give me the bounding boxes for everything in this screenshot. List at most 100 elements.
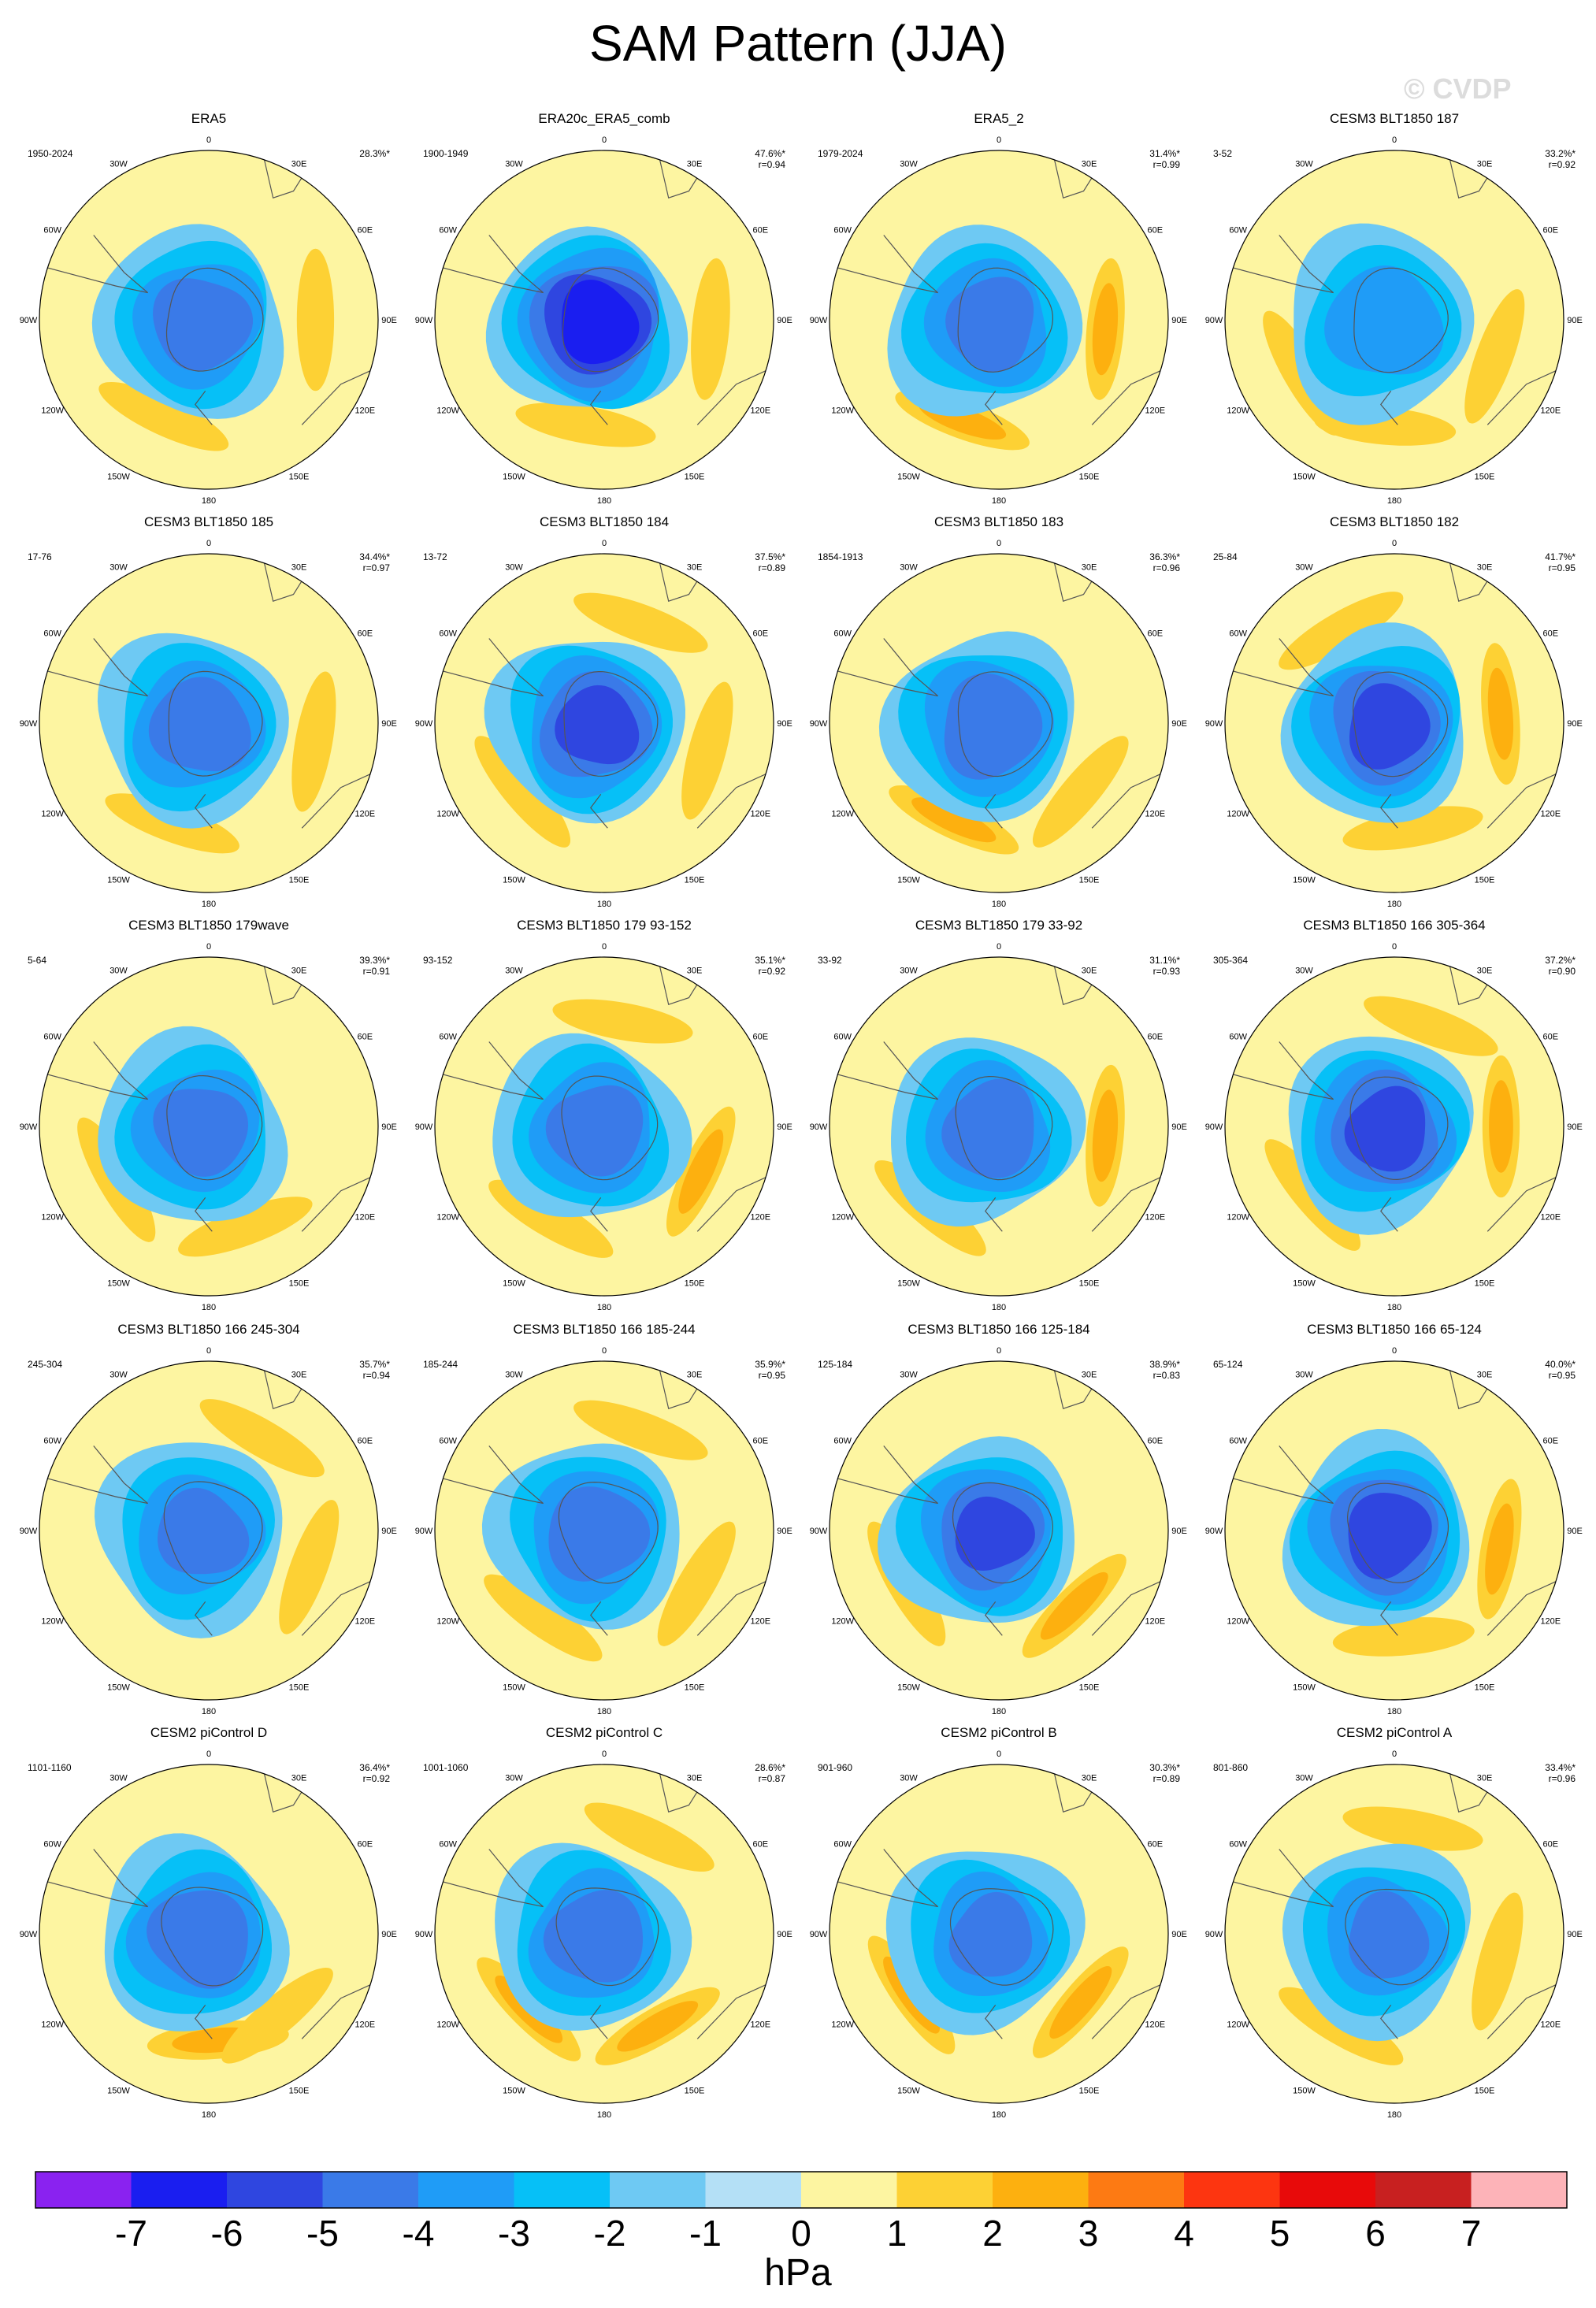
longitude-label: 60E xyxy=(358,226,373,236)
colorbar-tick-label: -1 xyxy=(689,2213,722,2254)
positive-anomaly xyxy=(573,592,708,653)
longitude-label: 90E xyxy=(1567,1930,1583,1939)
longitude-label: 120W xyxy=(1227,406,1249,416)
pattern-correlation: r=0.92 xyxy=(363,1773,391,1784)
negative-anomaly xyxy=(1348,1493,1432,1579)
new-zealand-coastline xyxy=(590,2004,608,2039)
colorbar-swatch xyxy=(1471,2172,1568,2208)
antarctica-coastline xyxy=(561,1075,659,1181)
longitude-label: 90E xyxy=(1567,1527,1583,1536)
longitude-label: 90E xyxy=(1171,1122,1187,1132)
positive-anomaly xyxy=(678,1129,724,1214)
positive-anomaly xyxy=(296,248,335,391)
longitude-label: 180 xyxy=(202,1707,216,1716)
longitude-label: 0 xyxy=(1392,942,1397,952)
positive-anomaly xyxy=(691,258,730,400)
map-border xyxy=(829,150,1169,490)
longitude-label: 180 xyxy=(1387,496,1401,506)
panel-period: 13-72 xyxy=(423,551,447,562)
map-panels: 0 30E 60E 90E 120E 150E 180 150W 120W 90W 60W 30W ER… xyxy=(20,111,1583,2120)
longitude-label: 150W xyxy=(107,1683,130,1692)
longitude-label: 60W xyxy=(833,1840,852,1850)
longitude-label: 60W xyxy=(1229,1840,1247,1850)
negative-anomaly xyxy=(153,1089,248,1177)
positive-anomaly xyxy=(1092,283,1119,376)
longitude-label: 90W xyxy=(20,1930,38,1939)
longitude-label: 30E xyxy=(291,967,307,976)
south-america-coastline xyxy=(1225,1849,1334,1908)
longitude-label: 180 xyxy=(597,1303,611,1312)
variance-explained: 35.7%* xyxy=(359,1359,390,1370)
longitude-label: 90E xyxy=(381,719,397,729)
south-america-coastline xyxy=(1225,1041,1334,1100)
map-panel: 0 30E 60E 90E 120E 150E 180 150W 120W 90W 60W 30W ER… xyxy=(20,111,397,506)
pattern-correlation: r=0.95 xyxy=(1549,562,1576,573)
longitude-label: 60E xyxy=(1543,1840,1559,1850)
longitude-label: 30E xyxy=(1082,967,1097,976)
negative-anomaly xyxy=(555,685,640,765)
variance-explained: 30.3%* xyxy=(1149,1762,1180,1773)
pattern-correlation: r=0.92 xyxy=(1549,159,1576,170)
longitude-label: 30E xyxy=(1477,160,1493,169)
longitude-label: 150E xyxy=(1079,875,1100,885)
new-zealand-coastline xyxy=(1380,1197,1398,1232)
longitude-label: 0 xyxy=(206,539,211,548)
longitude-label: 180 xyxy=(1387,1303,1401,1312)
longitude-label: 120E xyxy=(354,1213,375,1223)
longitude-label: 30W xyxy=(505,563,523,573)
longitude-label: 90E xyxy=(1567,316,1583,325)
south-america-coastline xyxy=(435,235,544,294)
panel-period: 185-244 xyxy=(423,1359,458,1370)
new-zealand-coastline xyxy=(1380,793,1398,829)
longitude-label: 120W xyxy=(436,406,459,416)
longitude-label: 150E xyxy=(1475,2086,1495,2095)
map-field xyxy=(1225,957,1564,1296)
variance-explained: 33.4%* xyxy=(1545,1762,1576,1773)
positive-anomaly xyxy=(1472,1892,1524,2031)
negative-anomaly xyxy=(147,1890,248,1989)
panel-period: 93-152 xyxy=(423,955,453,966)
positive-anomaly xyxy=(1487,667,1514,760)
negative-anomaly xyxy=(1349,1891,1430,1979)
new-zealand-coastline xyxy=(1380,2004,1398,2039)
longitude-label: 90E xyxy=(1171,316,1187,325)
longitude-label: 150W xyxy=(897,472,920,481)
longitude-label: 150W xyxy=(107,472,130,481)
australia-coastline xyxy=(1487,366,1564,425)
map-field xyxy=(39,150,378,489)
longitude-label: 90E xyxy=(1171,719,1187,729)
antarctica-coastline xyxy=(165,267,264,372)
longitude-label: 120W xyxy=(436,810,459,819)
negative-anomaly xyxy=(148,677,251,772)
longitude-label: 150E xyxy=(685,1683,705,1692)
longitude-label: 60W xyxy=(1229,226,1247,236)
longitude-label: 180 xyxy=(202,900,216,909)
panel-period: 17-76 xyxy=(28,551,52,562)
colorbar-tick-label: 1 xyxy=(887,2213,907,2254)
longitude-label: 120E xyxy=(354,810,375,819)
longitude-label: 90E xyxy=(777,1527,792,1536)
australia-coastline xyxy=(301,770,378,829)
negative-anomaly xyxy=(561,280,640,365)
antarctica-coastline xyxy=(1353,267,1449,373)
map-border xyxy=(434,956,774,1297)
longitude-label: 90E xyxy=(1567,1122,1583,1132)
pattern-correlation: r=0.97 xyxy=(363,562,391,573)
positive-anomaly xyxy=(573,1400,708,1460)
map-border xyxy=(829,553,1169,893)
map-border xyxy=(829,1764,1169,2104)
colorbar-border xyxy=(35,2171,1568,2209)
variance-explained: 28.3%* xyxy=(359,148,390,159)
colorbar-swatch xyxy=(418,2172,514,2208)
longitude-label: 0 xyxy=(206,942,211,952)
longitude-label: 30E xyxy=(291,1774,307,1783)
longitude-label: 90W xyxy=(20,316,38,325)
variance-explained: 37.2%* xyxy=(1545,955,1576,966)
australia-coastline xyxy=(301,366,378,425)
longitude-label: 180 xyxy=(992,1303,1006,1312)
new-zealand-coastline xyxy=(590,1601,608,1636)
antarctica-coastline xyxy=(1349,1076,1449,1181)
longitude-label: 150E xyxy=(1079,1683,1100,1692)
map-field xyxy=(830,1764,1168,2103)
longitude-label: 150W xyxy=(107,1278,130,1288)
